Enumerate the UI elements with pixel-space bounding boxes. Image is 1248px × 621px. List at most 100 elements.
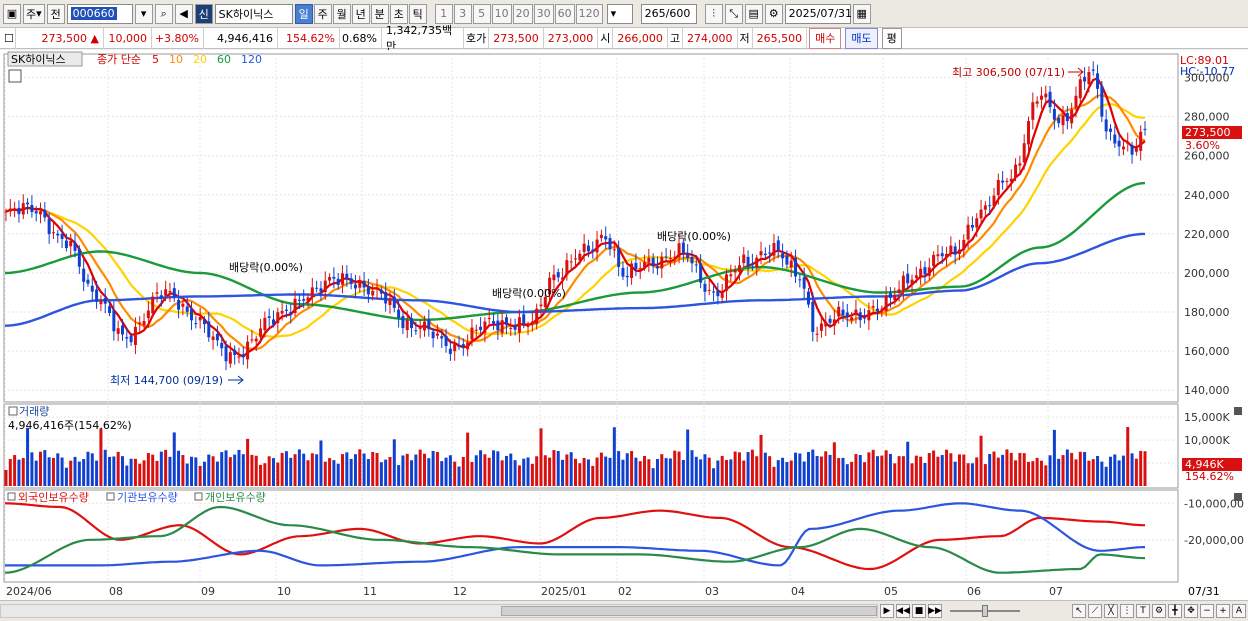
candle-body bbox=[194, 323, 198, 325]
period-tab-1[interactable]: 주 bbox=[313, 3, 332, 24]
interval-tab-3[interactable]: 3 bbox=[453, 3, 472, 24]
stock-code-input[interactable]: 000660 bbox=[66, 3, 133, 24]
cursor-tool-icon[interactable]: ↖ bbox=[1072, 604, 1086, 618]
candle-body bbox=[522, 314, 526, 324]
crosshair-tool-icon[interactable]: ╋ bbox=[1168, 604, 1182, 618]
x-tick-label: 08 bbox=[109, 585, 123, 598]
scroll-right-icon[interactable]: ▶ bbox=[880, 604, 894, 618]
volume-bar bbox=[837, 458, 841, 486]
horizontal-scrollbar[interactable] bbox=[0, 604, 878, 618]
stock-name-field[interactable]: SK하이닉스 bbox=[214, 3, 293, 24]
candle-body bbox=[250, 339, 254, 341]
scroll-first-icon[interactable]: ◀◀ bbox=[896, 604, 910, 618]
stock-chart[interactable]: SK하이닉스 종가 단순 5 10 20 60 120 LC:89.01 HC:-10.… bbox=[0, 50, 1248, 600]
buy-button[interactable]: 매수 bbox=[809, 27, 842, 49]
period-tab-4[interactable]: 분 bbox=[370, 3, 389, 24]
zoom-out-icon[interactable]: − bbox=[1200, 604, 1214, 618]
candle-body bbox=[737, 265, 741, 272]
interval-custom-input[interactable]: ▾ bbox=[606, 3, 633, 24]
volume-bar bbox=[755, 456, 759, 486]
volume-bar bbox=[202, 461, 206, 486]
settings-tool-icon[interactable]: ⚙ bbox=[1152, 604, 1166, 618]
volume-panel-close-icon[interactable] bbox=[1234, 407, 1242, 415]
candle-body bbox=[1074, 95, 1078, 108]
text-tool-icon[interactable]: T bbox=[1136, 604, 1150, 618]
period-tab-5[interactable]: 초 bbox=[389, 3, 408, 24]
volume-bar bbox=[841, 457, 845, 486]
volume-bar bbox=[932, 450, 936, 486]
sell-button[interactable]: 매도 bbox=[845, 27, 878, 49]
gear-icon[interactable]: ⚙ bbox=[764, 3, 783, 24]
font-size-icon[interactable]: A bbox=[1232, 604, 1246, 618]
x-tick-label: 09 bbox=[201, 585, 215, 598]
candle-body bbox=[414, 330, 418, 332]
candle-body bbox=[280, 310, 284, 314]
interval-tab-20[interactable]: 20 bbox=[512, 3, 533, 24]
volume-bar bbox=[69, 460, 73, 486]
volume-bar bbox=[487, 457, 491, 486]
zoom-in-icon[interactable]: + bbox=[1216, 604, 1230, 618]
holding-panel-close-icon[interactable] bbox=[1234, 493, 1242, 501]
stop-icon[interactable]: ■ bbox=[912, 604, 926, 618]
period-tab-2[interactable]: 월 bbox=[332, 3, 351, 24]
volume-panel-icon[interactable] bbox=[8, 406, 18, 416]
info-expand-icon[interactable]: ☐ bbox=[0, 27, 16, 49]
candle-body bbox=[850, 317, 854, 321]
trend-tool-icon[interactable]: ╳ bbox=[1104, 604, 1118, 618]
scroll-last-icon[interactable]: ▶▶ bbox=[928, 604, 942, 618]
period-tab-3[interactable]: 년 bbox=[351, 3, 370, 24]
market-select[interactable]: 주 ▾ bbox=[23, 3, 45, 24]
x-axis-last-date: 07/31 bbox=[1188, 585, 1220, 598]
period-tab-0[interactable]: 일 bbox=[294, 3, 313, 24]
date-field[interactable]: 2025/07/31 bbox=[784, 3, 852, 24]
interval-tab-30[interactable]: 30 bbox=[533, 3, 554, 24]
volume-bar bbox=[237, 449, 241, 486]
volume-bar bbox=[466, 432, 470, 486]
code-dropdown-icon[interactable]: ▾ bbox=[134, 3, 153, 24]
interval-tab-10[interactable]: 10 bbox=[491, 3, 512, 24]
interval-tab-1[interactable]: 1 bbox=[434, 3, 453, 24]
search-icon[interactable]: ⌕ bbox=[154, 3, 173, 24]
calendar-icon[interactable]: ▦ bbox=[852, 3, 871, 24]
candle-body bbox=[60, 233, 64, 239]
candle-body bbox=[21, 203, 25, 215]
move-tool-icon[interactable]: ✥ bbox=[1184, 604, 1198, 618]
candle-body bbox=[876, 308, 880, 312]
line-tool-icon[interactable]: ⟋ bbox=[1088, 604, 1102, 618]
news-badge[interactable]: 신 bbox=[194, 3, 213, 24]
period-tab-6[interactable]: 틱 bbox=[408, 3, 427, 24]
candle-body bbox=[884, 295, 888, 311]
volume-bar bbox=[1096, 455, 1100, 486]
candle-body bbox=[397, 309, 401, 318]
volume-bar bbox=[927, 453, 931, 486]
eval-button[interactable]: 평 bbox=[881, 27, 902, 49]
save-icon[interactable]: ▤ bbox=[744, 3, 763, 24]
candle-body bbox=[73, 242, 77, 251]
scrollbar-thumb[interactable] bbox=[501, 606, 877, 616]
volume-bar bbox=[828, 454, 832, 486]
chart-type-icon[interactable]: ⫶ bbox=[704, 3, 723, 24]
candle-body bbox=[595, 239, 599, 253]
zoom-slider-handle[interactable] bbox=[982, 605, 988, 617]
bar-count-field[interactable]: 265/600 bbox=[640, 3, 697, 24]
candle-body bbox=[643, 262, 647, 268]
table-toggle-icon[interactable] bbox=[8, 69, 22, 83]
price-tick-label: 240,000 bbox=[1184, 189, 1230, 202]
stock-label-box[interactable] bbox=[7, 51, 83, 67]
low-arrow-icon bbox=[228, 375, 244, 385]
interval-tab-5[interactable]: 5 bbox=[472, 3, 491, 24]
current-pct-tag: 3.60% bbox=[1185, 139, 1220, 152]
interval-tab-120[interactable]: 120 bbox=[575, 3, 603, 24]
volume-bar bbox=[867, 452, 871, 486]
fib-tool-icon[interactable]: ⋮ bbox=[1120, 604, 1134, 618]
interval-tab-60[interactable]: 60 bbox=[554, 3, 575, 24]
price-tick-label: 260,000 bbox=[1184, 150, 1230, 163]
draw-tool-icon[interactable]: ⤡ bbox=[724, 3, 743, 24]
sound-icon[interactable]: ◀ bbox=[174, 3, 193, 24]
mode-button[interactable]: 전 bbox=[46, 3, 65, 24]
candle-body bbox=[858, 312, 862, 321]
layout-icon[interactable]: ▣ bbox=[3, 3, 21, 24]
candle-body bbox=[828, 318, 832, 323]
volume-bar bbox=[888, 453, 892, 486]
chart-area[interactable]: SK하이닉스 종가 단순 5 10 20 60 120 LC:89.01 HC:-10.… bbox=[0, 50, 1248, 600]
